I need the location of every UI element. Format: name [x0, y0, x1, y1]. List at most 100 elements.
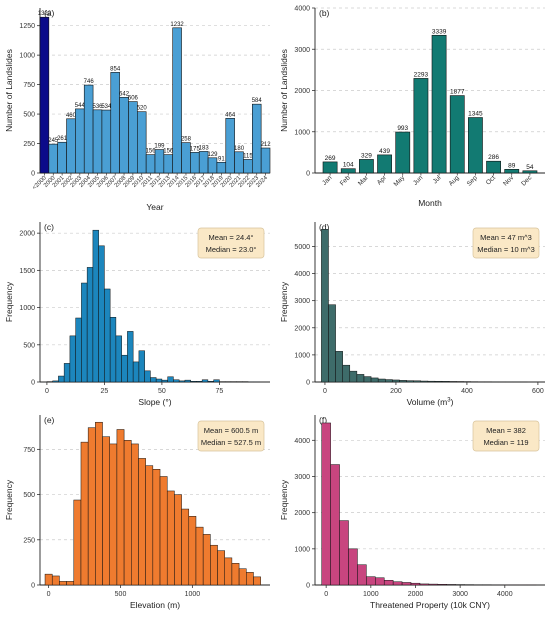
- x-tick-label: 0: [324, 591, 328, 598]
- histogram-bar: [138, 350, 145, 383]
- x-tick-label: 25: [101, 388, 109, 395]
- x-axis-label-sup: 3: [447, 398, 451, 404]
- histogram-bar: [370, 377, 379, 383]
- bar-value-label: 536: [92, 104, 103, 110]
- bar-2013: [163, 154, 173, 174]
- bar-value-label: 584: [252, 98, 263, 104]
- stats-median: Median = 527.5 m: [201, 438, 261, 447]
- x-tick-label: 0: [323, 388, 327, 395]
- bar-Nov: [504, 169, 520, 174]
- bar-2001: [57, 141, 67, 174]
- histogram-bar: [58, 375, 65, 383]
- panel-label: (b): [319, 8, 330, 18]
- histogram-bar: [196, 381, 203, 383]
- histogram-bar: [145, 465, 154, 586]
- stats-box-background: [472, 420, 540, 452]
- panel-label: (d): [319, 222, 330, 232]
- bar-value-label: 520: [137, 106, 148, 112]
- bar-2019: [216, 161, 227, 174]
- histogram-bar: [224, 557, 233, 586]
- histogram-bar: [385, 379, 393, 383]
- x-tick-label: Sep: [466, 174, 479, 187]
- stats-box: Mean = 382 Median = 119: [472, 420, 540, 452]
- histogram-bar: [335, 351, 343, 383]
- x-tick-label: 1000: [185, 591, 201, 598]
- y-tick-label: 1000: [294, 129, 310, 136]
- bar-Dec: [522, 170, 538, 174]
- histogram-bar: [181, 508, 190, 586]
- y-tick-label: 5000: [294, 244, 310, 251]
- bar-value-label: 464: [225, 112, 236, 118]
- bar-value-label: 129: [207, 152, 218, 158]
- y-tick-label: 1000: [294, 546, 310, 553]
- histogram-bar: [420, 380, 429, 383]
- bar-Oct: [486, 160, 501, 174]
- bar-value-label: 286: [488, 154, 499, 161]
- bar-Mar: [359, 159, 374, 174]
- y-tick-label: 1000: [19, 53, 35, 60]
- histogram-bar: [392, 581, 403, 586]
- stats-box-background: [197, 420, 265, 452]
- histogram-bar: [95, 421, 103, 586]
- bar-value-label: 544: [75, 103, 86, 109]
- y-tick-label: 250: [23, 141, 35, 148]
- y-tick-label: 500: [23, 492, 35, 499]
- histogram-bar: [59, 581, 67, 586]
- histogram-bar: [401, 582, 412, 586]
- bar-2005: [92, 109, 103, 174]
- bar-value-label: 156: [146, 149, 157, 155]
- histogram-bar: [207, 381, 214, 383]
- x-tick-label: Oct: [485, 174, 497, 186]
- stats-mean: Mean = 24.4°: [209, 233, 254, 242]
- bar-value-label: 642: [119, 91, 130, 97]
- stats-box: Mean = 47 m^3 Median = 10 m^3: [472, 227, 540, 259]
- histogram-bar: [178, 380, 186, 383]
- histogram-bar: [328, 304, 336, 383]
- histogram-bar: [231, 563, 240, 586]
- histogram-bar: [63, 363, 71, 383]
- bar-value-label: 460: [66, 113, 77, 119]
- y-tick-label: 750: [23, 82, 35, 89]
- histogram-bar: [201, 379, 209, 383]
- y-tick-label: 500: [23, 342, 35, 349]
- histogram-bar: [448, 381, 457, 383]
- x-tick-label: Jun: [412, 174, 425, 187]
- y-axis-label: Frequency: [4, 479, 14, 520]
- histogram-bar: [166, 490, 175, 586]
- x-tick-label: 2000: [408, 591, 424, 598]
- y-axis-label: Number of Landslides: [4, 49, 14, 132]
- panel-a: 0 250 500 750 1000 1250 (a) Number of Landslide…: [4, 8, 271, 212]
- stats-box-background: [472, 227, 540, 259]
- x-tick-label: 1000: [363, 591, 379, 598]
- x-tick-label: 400: [461, 388, 473, 395]
- histogram-bar: [437, 584, 447, 586]
- bar-Sep: [468, 117, 483, 174]
- x-tick-label: Nov: [502, 174, 516, 188]
- histogram-bar: [150, 377, 157, 383]
- x-tick-label: 0: [47, 591, 51, 598]
- histogram-bar: [188, 516, 197, 586]
- histogram-bar: [363, 376, 372, 383]
- histogram-bar: [92, 229, 99, 383]
- histogram-bar: [161, 379, 168, 383]
- y-tick-label: 1000: [294, 352, 310, 359]
- histogram-bar: [202, 534, 211, 586]
- bar-Jun: [413, 78, 429, 174]
- histogram-bar: [210, 544, 218, 586]
- y-tick-label: 1500: [19, 268, 35, 275]
- bar-2024: [260, 147, 271, 174]
- x-tick-label: Feb: [339, 174, 352, 187]
- x-axis-label: Elevation (m): [130, 600, 180, 610]
- bar-value-label: 439: [379, 148, 390, 155]
- histogram-bar: [144, 370, 151, 383]
- bar-value-label: 746: [84, 79, 95, 85]
- panel-label: (c): [44, 222, 54, 232]
- bar-value-label: 1345: [468, 111, 483, 118]
- bar-value-label: 104: [343, 162, 354, 169]
- panel-e: 0 250 500 750 (e) Frequency 0 500 1000 Elevation …: [4, 415, 270, 610]
- histogram-bar: [131, 443, 139, 586]
- x-tick-label: 200: [390, 388, 402, 395]
- histogram-bar: [238, 568, 247, 586]
- panel-d: 0 1000 2000 3000 4000 5000 (d) Frequency 0 200 400…: [279, 222, 545, 407]
- bar-2014: [172, 27, 182, 174]
